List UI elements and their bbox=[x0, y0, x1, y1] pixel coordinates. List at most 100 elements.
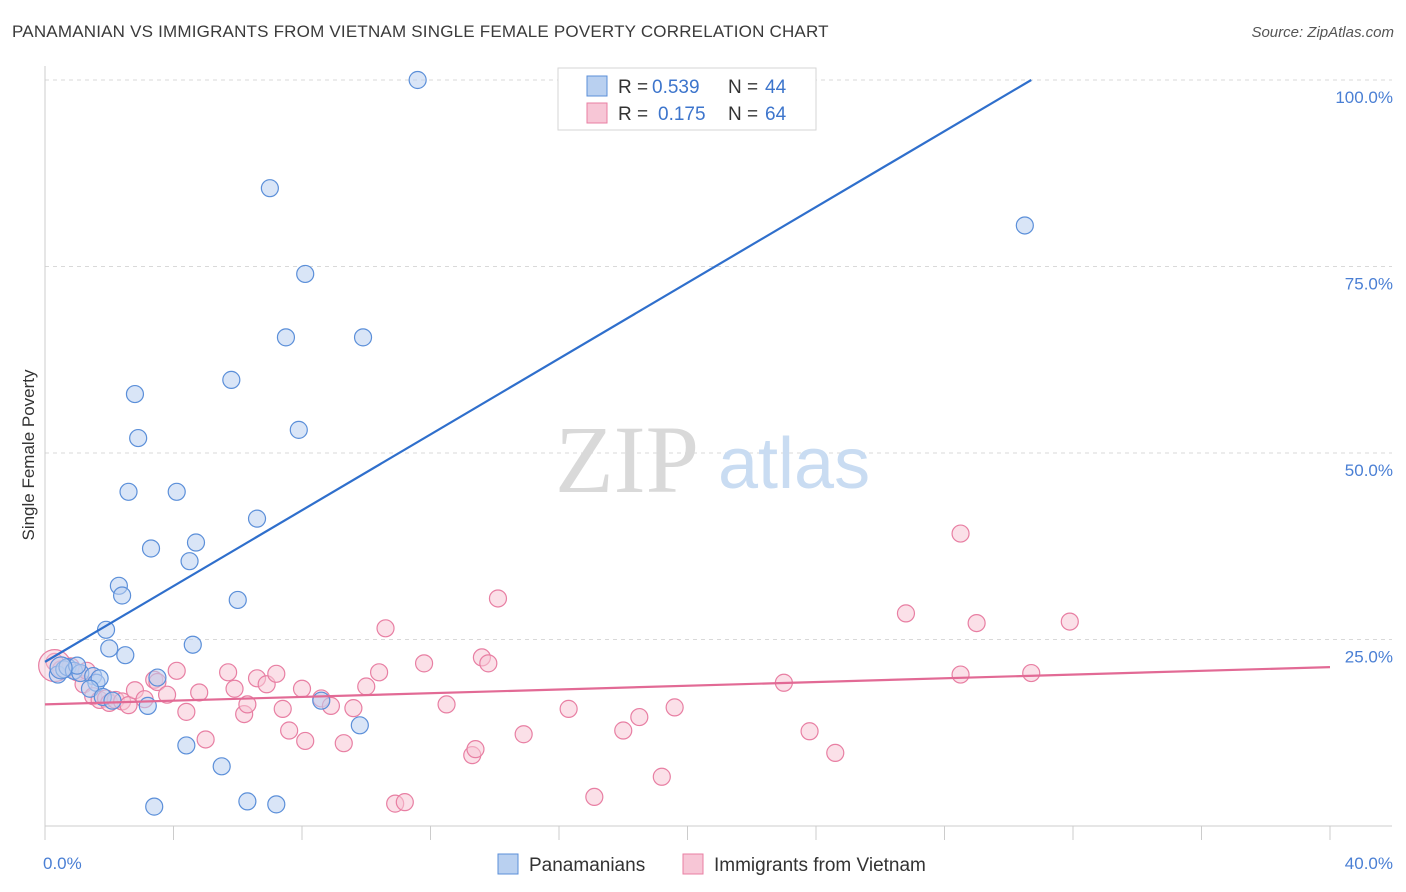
point-vietnam bbox=[896, 604, 916, 623]
point-vietnam bbox=[395, 793, 414, 812]
point-vietnam bbox=[190, 683, 209, 702]
axes bbox=[44, 66, 1392, 840]
point-vietnam bbox=[1060, 612, 1079, 631]
x-tick-label-min: 0.0% bbox=[43, 854, 82, 873]
bottom-legend-label-panamanians: Panamanians bbox=[529, 855, 645, 876]
point-panamanians bbox=[100, 639, 119, 658]
watermark-atlas: atlas bbox=[718, 424, 870, 504]
point-panamanians bbox=[222, 370, 241, 389]
legend-n-label-2: N = bbox=[728, 104, 758, 125]
point-vietnam bbox=[273, 699, 292, 718]
point-panamanians bbox=[138, 696, 157, 715]
legend-r-label-2: R = bbox=[618, 104, 648, 125]
point-vietnam bbox=[296, 731, 315, 751]
point-panamanians bbox=[80, 679, 100, 698]
point-vietnam bbox=[177, 702, 196, 721]
y-tick-label-50: 50.0% bbox=[1345, 461, 1393, 480]
point-vietnam bbox=[157, 685, 177, 704]
point-vietnam bbox=[414, 654, 434, 673]
legend-n-value-2: 64 bbox=[765, 104, 787, 125]
y-tick-label-100: 100.0% bbox=[1335, 88, 1393, 107]
point-panamanians bbox=[183, 635, 202, 654]
point-panamanians bbox=[296, 264, 315, 284]
point-panamanians bbox=[350, 716, 369, 735]
y-tick-label-75: 75.0% bbox=[1345, 275, 1393, 294]
x-tick-labels: 0.0% 40.0% bbox=[43, 854, 1393, 873]
bottom-legend-swatch-vietnam bbox=[682, 853, 704, 875]
point-vietnam bbox=[630, 707, 649, 727]
point-vietnam bbox=[334, 734, 353, 753]
point-panamanians bbox=[353, 328, 373, 347]
point-vietnam bbox=[357, 677, 376, 696]
chart-title: PANAMANIAN VS IMMIGRANTS FROM VIETNAM SI… bbox=[12, 22, 829, 41]
point-vietnam bbox=[292, 679, 312, 698]
point-panamanians bbox=[167, 482, 186, 501]
trendlines bbox=[44, 79, 1331, 706]
point-panamanians bbox=[116, 646, 135, 665]
point-vietnam bbox=[514, 725, 533, 744]
point-vietnam bbox=[267, 664, 286, 683]
point-panamanians bbox=[119, 482, 138, 501]
bottom-legend-label-vietnam: Immigrants from Vietnam bbox=[714, 855, 926, 876]
point-vietnam bbox=[652, 767, 671, 786]
point-vietnam bbox=[376, 619, 395, 638]
x-tick-label-max: 40.0% bbox=[1345, 854, 1393, 873]
point-vietnam bbox=[167, 661, 186, 680]
point-vietnam bbox=[219, 663, 238, 682]
point-panamanians bbox=[180, 552, 199, 571]
legend-r-value-1: 0.539 bbox=[652, 77, 700, 98]
watermark-zip: ZIP bbox=[555, 406, 699, 513]
point-vietnam bbox=[280, 721, 299, 740]
point-panamanians bbox=[129, 428, 148, 448]
point-vietnam bbox=[344, 699, 363, 718]
legend: R = 0.539 N = 44 R = 0.175 N = 64 bbox=[557, 67, 817, 131]
point-vietnam bbox=[967, 613, 986, 633]
gridlines bbox=[45, 79, 1392, 640]
legend-n-label-1: N = bbox=[728, 77, 758, 98]
point-panamanians bbox=[247, 509, 267, 528]
point-panamanians bbox=[186, 533, 206, 552]
point-panamanians bbox=[112, 586, 132, 605]
point-panamanians bbox=[267, 795, 286, 814]
legend-n-value-1: 44 bbox=[765, 77, 787, 98]
y-tick-labels: 25.0% 50.0% 75.0% 100.0% bbox=[1335, 88, 1393, 667]
point-panamanians bbox=[1015, 216, 1034, 235]
point-vietnam bbox=[225, 679, 244, 698]
point-panamanians bbox=[141, 539, 161, 558]
point-panamanians bbox=[103, 691, 122, 710]
point-vietnam bbox=[196, 730, 215, 749]
legend-r-value-2: 0.175 bbox=[658, 104, 706, 125]
point-vietnam bbox=[370, 663, 389, 682]
point-panamanians bbox=[177, 736, 196, 755]
point-vietnam bbox=[826, 743, 845, 762]
point-vietnam bbox=[559, 699, 578, 718]
point-vietnam bbox=[614, 721, 633, 740]
point-panamanians bbox=[276, 328, 296, 347]
bottom-legend-swatch-panamanians bbox=[497, 853, 519, 875]
point-vietnam bbox=[479, 654, 498, 673]
point-panamanians bbox=[312, 691, 331, 710]
point-panamanians bbox=[289, 420, 308, 439]
y-axis-label: Single Female Poverty bbox=[19, 369, 38, 541]
source-label: Source: ZipAtlas.com bbox=[1251, 24, 1394, 41]
point-panamanians bbox=[148, 668, 167, 687]
bottom-legend: Panamanians Immigrants from Vietnam bbox=[497, 853, 926, 876]
point-panamanians bbox=[408, 70, 427, 90]
y-tick-label-25: 25.0% bbox=[1345, 648, 1393, 667]
point-panamanians-cluster bbox=[49, 656, 73, 680]
legend-r-label-1: R = bbox=[618, 77, 648, 98]
point-vietnam bbox=[488, 589, 508, 608]
series-panamanians bbox=[48, 70, 1034, 816]
point-vietnam bbox=[1022, 663, 1041, 683]
point-vietnam bbox=[951, 665, 970, 684]
point-vietnam bbox=[951, 524, 970, 543]
point-vietnam bbox=[665, 698, 684, 717]
legend-swatch-blue bbox=[586, 75, 608, 97]
point-panamanians bbox=[260, 179, 279, 198]
point-panamanians bbox=[228, 590, 247, 610]
point-panamanians bbox=[145, 797, 164, 816]
point-panamanians bbox=[212, 757, 231, 776]
point-vietnam bbox=[466, 740, 485, 759]
point-vietnam bbox=[437, 695, 456, 714]
